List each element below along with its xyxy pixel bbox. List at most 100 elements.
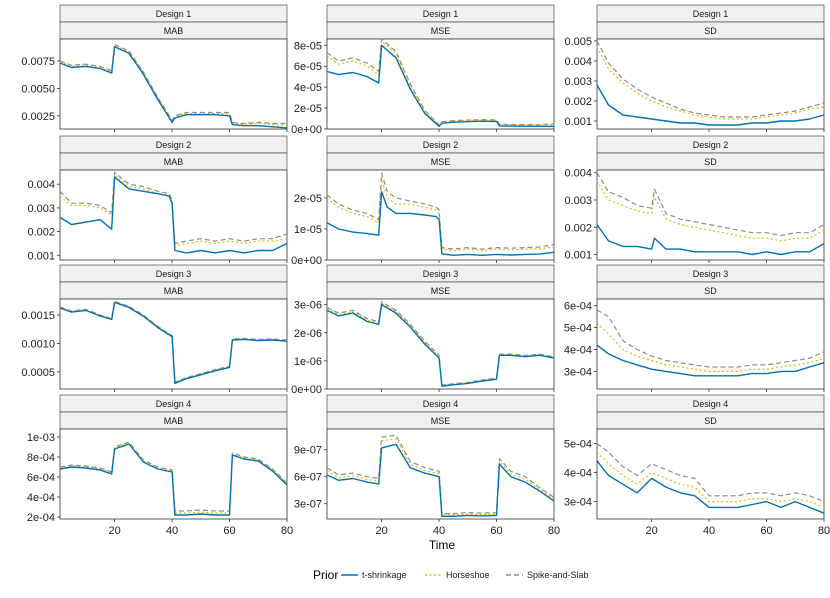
series-line-horseshoe bbox=[596, 451, 825, 508]
y-tick-label: 9e-07 bbox=[294, 445, 322, 457]
y-tick-label: 0.001 bbox=[27, 250, 55, 262]
y-tick-label: 4e-04 bbox=[27, 492, 55, 504]
panel-design3-sd: Design 3 SD 3e-04 4e-04 5e-04 6e-04 bbox=[564, 264, 825, 392]
y-tick-label: 0e+00 bbox=[291, 384, 322, 396]
series-line-t-shrinkage bbox=[59, 46, 288, 129]
panel-design1-mab: Design 1 MAB 0.0025 0.0050 0.0075 bbox=[21, 4, 288, 132]
y-tick-label: 2e-06 bbox=[294, 328, 322, 340]
y-tick-label: 6e-07 bbox=[294, 472, 322, 484]
series-line-t-shrinkage bbox=[596, 84, 825, 126]
strip-design-label: Design 4 bbox=[693, 399, 729, 409]
series-line-spike-and-slab bbox=[59, 171, 288, 244]
y-tick-label: 3e-07 bbox=[294, 499, 322, 511]
series-line-horseshoe bbox=[59, 174, 288, 247]
series-line-t-shrinkage bbox=[326, 190, 555, 257]
y-tick-label: 0.002 bbox=[27, 227, 55, 239]
series-line-horseshoe bbox=[326, 302, 555, 387]
strip-design-label: Design 4 bbox=[423, 399, 459, 409]
y-tick-label: 3e-04 bbox=[564, 497, 592, 509]
x-tick-label: 80 bbox=[548, 525, 560, 537]
strip-metric-label: MSE bbox=[431, 286, 451, 296]
x-tick-label: 60 bbox=[223, 525, 235, 537]
plot-area bbox=[59, 298, 288, 390]
strip-design-label: Design 2 bbox=[423, 140, 459, 150]
y-tick-label: 6e-04 bbox=[27, 472, 55, 484]
strip-design-label: Design 1 bbox=[156, 9, 192, 19]
panel-design1-sd: Design 1 SD 0.001 0.002 0.003 0.004 0.005 bbox=[564, 4, 825, 132]
series-line-t-shrinkage bbox=[59, 301, 288, 384]
strip-metric-label: MAB bbox=[164, 286, 184, 296]
y-tick-label: 2e-05 bbox=[294, 193, 322, 205]
legend-label: Spike-and-Slab bbox=[527, 570, 589, 580]
y-tick-label: 0.003 bbox=[564, 195, 592, 207]
x-tick-label: 40 bbox=[433, 525, 445, 537]
series-line-t-shrinkage bbox=[596, 344, 825, 377]
series-line-horseshoe bbox=[326, 40, 555, 126]
x-tick-label: 60 bbox=[490, 525, 502, 537]
panel-design2-sd: Design 2 SD 0.001 0.002 0.003 0.004 bbox=[564, 135, 825, 263]
series-line-spike-and-slab bbox=[596, 443, 825, 503]
y-tick-label: 2e-05 bbox=[294, 103, 322, 115]
y-tick-label: 0.0010 bbox=[21, 338, 55, 350]
y-tick-label: 1e-05 bbox=[294, 224, 322, 236]
y-tick-label: 4e-04 bbox=[564, 468, 592, 480]
plot-area bbox=[59, 38, 288, 130]
series-line-spike-and-slab bbox=[326, 434, 555, 515]
y-tick-label: 0.002 bbox=[564, 96, 592, 108]
x-tick-label: 40 bbox=[703, 525, 715, 537]
plot-area bbox=[59, 169, 288, 261]
x-tick-label: 20 bbox=[645, 525, 657, 537]
y-tick-label: 0.005 bbox=[564, 36, 592, 48]
strip-metric-label: SD bbox=[704, 286, 717, 296]
x-tick-label: 60 bbox=[760, 525, 772, 537]
series-line-t-shrinkage bbox=[596, 224, 825, 256]
strip-metric-label: SD bbox=[704, 26, 717, 36]
series-line-horseshoe bbox=[326, 178, 555, 252]
strip-metric-label: MSE bbox=[431, 157, 451, 167]
legend-title: Prior bbox=[313, 568, 338, 582]
series-line-t-shrinkage bbox=[326, 44, 555, 128]
strip-design-label: Design 3 bbox=[423, 269, 459, 279]
strip-metric-label: MAB bbox=[164, 416, 184, 426]
y-tick-label: 0.0025 bbox=[21, 111, 55, 123]
panel-design4-mse: Design 4 MSE 3e-07 6e-07 9e-07 20 40 60 80 bbox=[294, 394, 560, 537]
y-tick-label: 8e-05 bbox=[294, 40, 322, 52]
chart-panels: Design 1 MAB 0.0025 0.0050 0.0075 Design 1 MSE… bbox=[21, 4, 830, 537]
y-tick-label: 0.0075 bbox=[21, 56, 55, 68]
strip-metric-label: MAB bbox=[164, 26, 184, 36]
y-tick-label: 0e+00 bbox=[291, 255, 322, 267]
x-axis-title: Time bbox=[429, 538, 456, 552]
y-tick-label: 0.004 bbox=[564, 168, 592, 180]
y-tick-label: 5e-04 bbox=[564, 439, 592, 451]
y-tick-label: 8e-04 bbox=[27, 452, 55, 464]
panel-design4-sd: Design 4 SD 3e-04 4e-04 5e-04 20 40 60 80 bbox=[564, 394, 830, 537]
series-line-spike-and-slab bbox=[596, 40, 825, 118]
y-tick-label: 6e-04 bbox=[564, 301, 592, 313]
y-tick-label: 5e-04 bbox=[564, 323, 592, 335]
strip-design-label: Design 2 bbox=[156, 140, 192, 150]
series-line-spike-and-slab bbox=[326, 172, 555, 250]
y-tick-label: 6e-05 bbox=[294, 61, 322, 73]
y-tick-label: 3e-06 bbox=[294, 300, 322, 312]
strip-metric-label: MAB bbox=[164, 157, 184, 167]
panel-design2-mab: Design 2 MAB 0.001 0.002 0.003 0.004 bbox=[27, 135, 288, 263]
y-tick-label: 3e-04 bbox=[564, 366, 592, 378]
strip-design-label: Design 3 bbox=[693, 269, 729, 279]
strip-design-label: Design 1 bbox=[423, 9, 459, 19]
panel-design3-mab: Design 3 MAB 0.0005 0.0010 0.0015 bbox=[21, 264, 288, 392]
plot-area bbox=[596, 428, 825, 520]
panel-design2-mse: Design 2 MSE 0e+00 1e-05 2e-05 bbox=[291, 135, 555, 267]
legend: Prior t-shrinkage Horseshoe Spike-and-Slab bbox=[313, 568, 589, 582]
strip-metric-label: MSE bbox=[431, 26, 451, 36]
series-line-t-shrinkage bbox=[596, 460, 825, 514]
y-tick-label: 0.0005 bbox=[21, 367, 55, 379]
x-tick-label: 20 bbox=[375, 525, 387, 537]
x-tick-label: 80 bbox=[281, 525, 293, 537]
y-tick-label: 4e-04 bbox=[564, 344, 592, 356]
series-line-horseshoe bbox=[596, 180, 825, 242]
y-tick-label: 4e-05 bbox=[294, 82, 322, 94]
strip-design-label: Design 4 bbox=[156, 399, 192, 409]
series-line-t-shrinkage bbox=[59, 176, 288, 254]
y-tick-label: 0.0050 bbox=[21, 83, 55, 95]
